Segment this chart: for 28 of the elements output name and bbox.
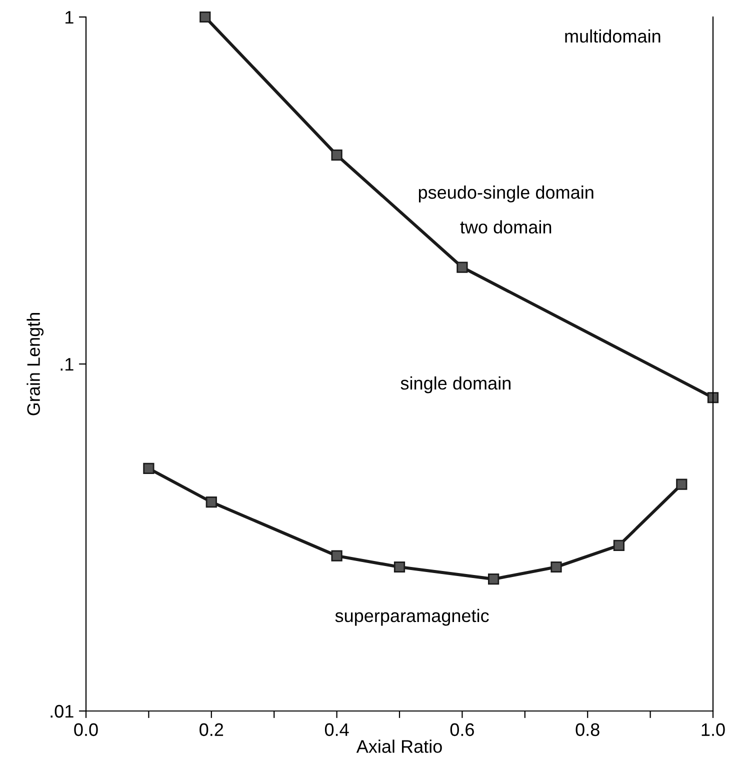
annotation: two domain [460,220,552,234]
annotation: superparamagnetic [335,608,489,626]
point [676,478,688,490]
point [200,11,211,23]
point [206,496,217,508]
x-axis-title: Axial Ratio [356,740,442,753]
point [456,262,468,273]
point [707,392,719,404]
y-axis-title: Grain Length [26,312,44,416]
y-tick-label: .01 [50,704,74,718]
point [331,150,342,161]
point [143,462,154,474]
annotation: single domain [400,376,510,394]
x-tick-label: 0.4 [324,723,349,736]
x-tick-label: 1.0 [702,723,725,736]
point [488,574,500,585]
x-tick-label: 0.8 [576,723,600,736]
x-tick-label: 0.0 [74,723,98,736]
annotation: pseudo-single domain [418,186,594,202]
y-tick-label: .1 [60,358,74,371]
point [331,550,342,562]
point [394,561,406,573]
point [550,561,562,573]
annotation: multidomain [565,29,660,43]
x-tick-label: 0.6 [450,723,474,736]
point [613,540,625,551]
x-tick-label: 0.2 [200,723,224,736]
y-tick-label: 1 [66,11,74,24]
